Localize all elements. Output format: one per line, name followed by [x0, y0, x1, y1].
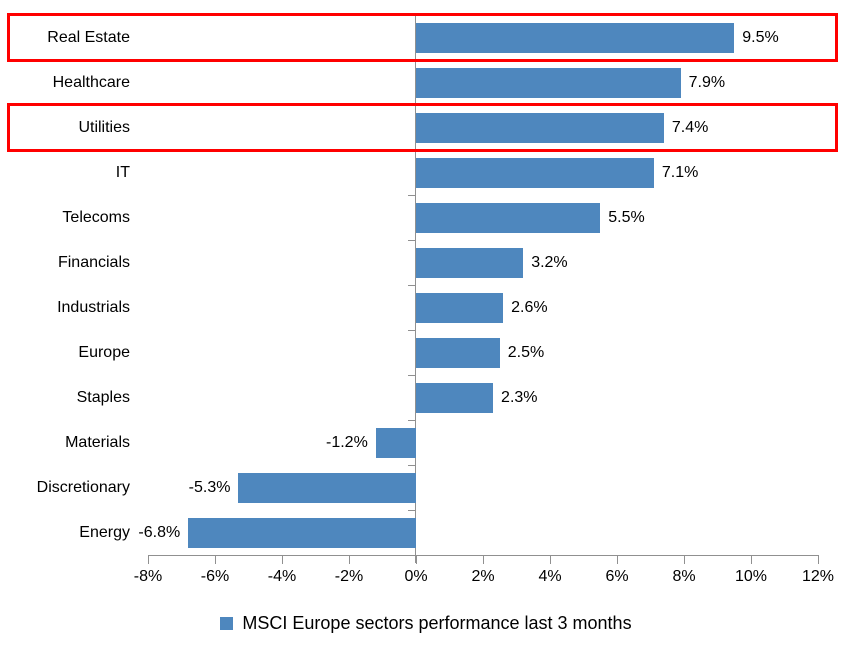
- bar: [416, 112, 664, 143]
- category-axis-tick: [408, 510, 415, 511]
- value-label: 2.3%: [501, 388, 538, 406]
- value-axis-tick-label: 8%: [672, 568, 696, 585]
- category-axis-tick: [408, 375, 415, 376]
- value-label: 9.5%: [742, 28, 779, 46]
- category-label: Discretionary: [36, 478, 130, 496]
- bar: [416, 22, 735, 53]
- bar: [416, 202, 601, 233]
- category-axis-tick: [408, 465, 415, 466]
- bar: [416, 157, 654, 188]
- bar: [416, 337, 500, 368]
- plot-area: -8% -6% -4% -2% 0% 2% 4% 6% 8% 10% 12% Real Estate 9…: [7, 13, 838, 585]
- category-label: Utilities: [78, 118, 130, 136]
- category-label: Real Estate: [47, 28, 130, 46]
- value-label: 3.2%: [531, 253, 568, 271]
- value-label: -6.8%: [138, 523, 181, 541]
- value-axis-tick-label: 4%: [538, 568, 562, 585]
- value-axis-tick-label: 10%: [734, 568, 768, 585]
- highlight-box: [7, 13, 838, 62]
- category-axis-tick: [408, 240, 415, 241]
- bar: [188, 517, 416, 548]
- category-label: Financials: [57, 253, 130, 271]
- value-axis-tick-label: -2%: [334, 568, 364, 585]
- bar: [375, 427, 416, 458]
- legend-marker-icon: [220, 616, 234, 630]
- value-axis-tick-label: 12%: [801, 568, 835, 585]
- highlight-box: [7, 103, 838, 152]
- bar: [416, 292, 504, 323]
- category-axis-tick: [408, 195, 415, 196]
- value-axis-tick: [282, 555, 283, 564]
- category-axis-tick: [408, 330, 415, 331]
- category-label: Staples: [76, 388, 130, 406]
- bar: [238, 472, 416, 503]
- value-axis-tick: [483, 555, 484, 564]
- value-axis-tick: [416, 555, 417, 564]
- value-axis-tick-label: -8%: [133, 568, 163, 585]
- category-label: Industrials: [57, 298, 130, 316]
- category-axis-tick: [408, 420, 415, 421]
- value-axis-tick: [550, 555, 551, 564]
- value-axis-tick: [617, 555, 618, 564]
- value-axis-tick: [349, 555, 350, 564]
- value-label: -5.3%: [188, 478, 231, 496]
- value-axis-tick-label: 2%: [471, 568, 495, 585]
- category-label: Telecoms: [62, 208, 130, 226]
- category-label: Energy: [79, 523, 130, 541]
- value-label: 7.9%: [688, 73, 726, 91]
- value-axis-tick: [215, 555, 216, 564]
- category-axis-line: [415, 15, 416, 563]
- value-axis-tick-label: 0%: [404, 568, 428, 585]
- value-label: 7.1%: [661, 163, 699, 181]
- value-axis-tick-label: -6%: [200, 568, 230, 585]
- bar: [416, 247, 524, 278]
- category-label: IT: [115, 163, 130, 181]
- category-label: Materials: [65, 433, 130, 451]
- value-axis-tick-label: -4%: [267, 568, 297, 585]
- value-axis-tick: [818, 555, 819, 564]
- value-label: -1.2%: [326, 433, 368, 451]
- category-axis-tick: [408, 285, 415, 286]
- value-axis-tick-label: 6%: [605, 568, 629, 585]
- category-label: Europe: [78, 343, 130, 361]
- bar: [416, 382, 494, 413]
- value-axis-tick: [751, 555, 752, 564]
- legend: MSCI Europe sectors performance last 3 m…: [0, 610, 852, 636]
- category-label: Healthcare: [52, 73, 130, 91]
- value-axis-tick: [684, 555, 685, 564]
- bar: [416, 67, 681, 98]
- value-label: 2.5%: [507, 343, 545, 361]
- value-label: 5.5%: [608, 208, 645, 226]
- legend-label: MSCI Europe sectors performance last 3 m…: [242, 612, 632, 633]
- value-axis-tick: [148, 555, 149, 564]
- value-label: 7.4%: [671, 118, 709, 136]
- value-label: 2.6%: [511, 298, 548, 316]
